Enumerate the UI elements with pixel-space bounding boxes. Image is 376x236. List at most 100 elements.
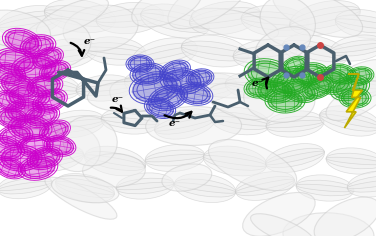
Ellipse shape <box>96 9 164 27</box>
Ellipse shape <box>0 181 52 191</box>
Ellipse shape <box>116 173 174 199</box>
Ellipse shape <box>326 71 376 97</box>
Ellipse shape <box>145 154 205 162</box>
Ellipse shape <box>96 14 164 22</box>
Ellipse shape <box>283 40 347 62</box>
Ellipse shape <box>101 117 159 125</box>
Ellipse shape <box>0 126 31 146</box>
Ellipse shape <box>0 41 43 62</box>
Text: e⁻: e⁻ <box>169 119 181 128</box>
Ellipse shape <box>96 2 164 34</box>
Ellipse shape <box>33 49 97 59</box>
Ellipse shape <box>181 41 249 61</box>
Ellipse shape <box>273 0 362 38</box>
Ellipse shape <box>290 0 360 35</box>
Ellipse shape <box>330 40 376 56</box>
Ellipse shape <box>0 76 26 86</box>
Ellipse shape <box>243 193 315 236</box>
Ellipse shape <box>179 84 211 104</box>
Ellipse shape <box>0 64 24 84</box>
Ellipse shape <box>132 0 203 27</box>
Ellipse shape <box>141 4 209 38</box>
Ellipse shape <box>181 45 249 57</box>
Ellipse shape <box>326 79 376 89</box>
Ellipse shape <box>22 36 54 56</box>
Ellipse shape <box>35 90 65 112</box>
Ellipse shape <box>296 184 354 192</box>
Ellipse shape <box>145 150 205 166</box>
Ellipse shape <box>347 68 373 84</box>
Ellipse shape <box>132 73 178 103</box>
Ellipse shape <box>235 172 294 200</box>
Ellipse shape <box>326 148 376 174</box>
Ellipse shape <box>274 73 335 103</box>
Polygon shape <box>344 74 362 128</box>
Ellipse shape <box>283 213 374 236</box>
Ellipse shape <box>133 43 197 65</box>
Ellipse shape <box>283 35 347 67</box>
Ellipse shape <box>173 79 237 97</box>
Ellipse shape <box>141 10 209 32</box>
Ellipse shape <box>84 37 146 65</box>
Ellipse shape <box>326 76 376 92</box>
Ellipse shape <box>0 108 52 134</box>
Ellipse shape <box>260 0 315 47</box>
Ellipse shape <box>145 144 205 172</box>
Ellipse shape <box>146 106 241 145</box>
Ellipse shape <box>174 183 236 193</box>
Ellipse shape <box>45 115 105 133</box>
Ellipse shape <box>0 178 52 194</box>
Ellipse shape <box>51 126 100 172</box>
Ellipse shape <box>290 10 360 26</box>
Ellipse shape <box>225 72 285 100</box>
Ellipse shape <box>241 17 309 25</box>
Ellipse shape <box>87 81 171 112</box>
Ellipse shape <box>0 73 26 89</box>
Ellipse shape <box>203 156 267 166</box>
Ellipse shape <box>0 10 50 48</box>
Ellipse shape <box>314 197 376 236</box>
Ellipse shape <box>124 76 186 96</box>
Ellipse shape <box>5 30 39 52</box>
Ellipse shape <box>141 13 209 29</box>
Ellipse shape <box>335 15 376 33</box>
Ellipse shape <box>326 157 376 165</box>
Ellipse shape <box>132 64 164 84</box>
Ellipse shape <box>83 154 145 187</box>
Ellipse shape <box>330 59 376 102</box>
Ellipse shape <box>335 19 376 29</box>
Ellipse shape <box>124 71 186 101</box>
Ellipse shape <box>311 69 350 93</box>
Ellipse shape <box>85 152 146 171</box>
Ellipse shape <box>22 19 91 68</box>
Ellipse shape <box>330 43 376 53</box>
Ellipse shape <box>0 5 62 37</box>
Ellipse shape <box>173 73 237 103</box>
Ellipse shape <box>0 49 35 73</box>
Ellipse shape <box>84 47 146 55</box>
Ellipse shape <box>241 5 309 37</box>
Ellipse shape <box>320 114 376 128</box>
Ellipse shape <box>247 60 290 88</box>
Ellipse shape <box>330 35 376 61</box>
Ellipse shape <box>0 43 43 59</box>
Ellipse shape <box>191 8 279 40</box>
Ellipse shape <box>20 72 80 100</box>
Ellipse shape <box>0 146 40 170</box>
Ellipse shape <box>275 81 335 95</box>
Ellipse shape <box>173 83 237 93</box>
Ellipse shape <box>133 38 197 70</box>
Ellipse shape <box>233 39 297 69</box>
Ellipse shape <box>84 146 146 176</box>
Ellipse shape <box>266 120 324 128</box>
Ellipse shape <box>189 1 261 35</box>
Ellipse shape <box>347 179 376 189</box>
Ellipse shape <box>110 79 162 111</box>
Ellipse shape <box>84 42 146 59</box>
Ellipse shape <box>0 11 62 31</box>
Ellipse shape <box>341 89 369 107</box>
Ellipse shape <box>44 6 116 26</box>
Ellipse shape <box>304 78 332 98</box>
Ellipse shape <box>41 121 69 141</box>
Ellipse shape <box>266 151 324 165</box>
